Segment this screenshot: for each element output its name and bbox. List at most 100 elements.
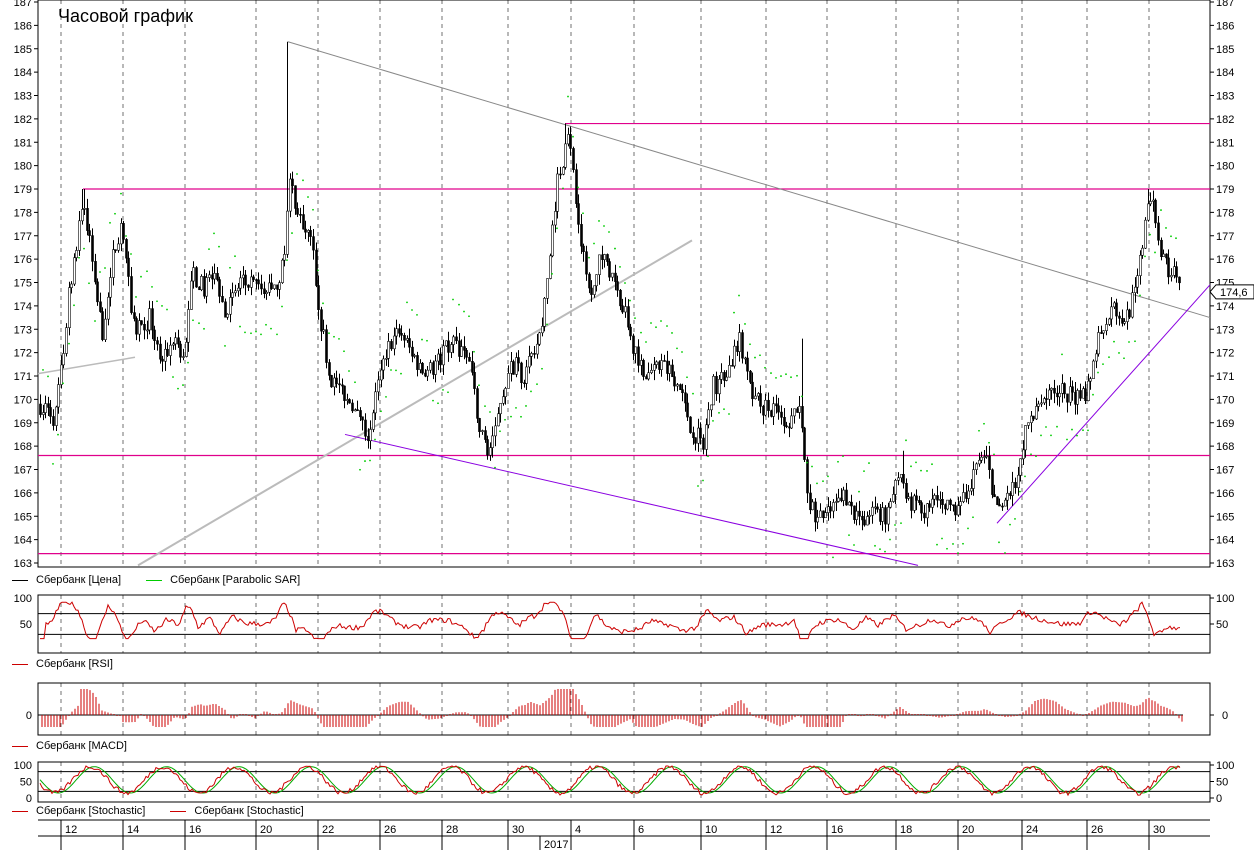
sar-dot	[73, 304, 75, 307]
candle-body	[668, 364, 671, 374]
candle-body	[1113, 302, 1116, 308]
candle-body	[380, 369, 383, 381]
candle-body	[819, 510, 822, 518]
candle-body	[606, 254, 609, 262]
sar-dot	[541, 367, 543, 370]
candle-body	[543, 298, 546, 327]
candle-body	[515, 357, 518, 375]
candle-body	[728, 365, 731, 378]
y-tick-label-left: 168	[14, 441, 32, 453]
candle-body	[369, 429, 372, 442]
sar-dot	[432, 399, 434, 402]
sar-dot	[156, 300, 158, 303]
sar-dot	[442, 388, 444, 391]
sar-dot	[593, 242, 595, 245]
candle-body	[140, 320, 143, 325]
candle-body	[985, 455, 988, 458]
candle-body	[1066, 393, 1069, 403]
candle-body	[328, 362, 331, 376]
sar-dot	[192, 319, 194, 322]
candle-body	[905, 482, 908, 499]
sar-dot	[900, 522, 902, 524]
y-tick-label-right: 170	[1216, 394, 1234, 406]
stoch-tick-right: 0	[1216, 793, 1222, 805]
sar-dot	[187, 361, 189, 364]
sar-dot	[692, 392, 694, 395]
sar-dot	[946, 547, 948, 550]
y-tick-label-right: 180	[1216, 161, 1234, 173]
sar-dot	[957, 552, 959, 555]
candle-body	[946, 499, 949, 510]
candle-body	[941, 499, 944, 505]
candle-body	[949, 499, 952, 505]
candle-body	[146, 329, 149, 332]
candle-body	[616, 281, 619, 291]
candle-body	[281, 259, 284, 283]
candle-body	[832, 502, 835, 512]
x-tick-label: 18	[900, 824, 912, 836]
candle-body	[1043, 398, 1046, 404]
candle-body	[359, 410, 362, 418]
sar-dot	[120, 192, 122, 195]
y-tick-label-right: 169	[1216, 418, 1234, 430]
y-tick-label-left: 165	[14, 511, 32, 523]
sar-dot	[411, 309, 413, 311]
sar-dot	[286, 259, 288, 262]
candle-body	[1082, 388, 1085, 399]
candle-body	[1030, 415, 1033, 424]
candle-body	[86, 208, 89, 231]
candle-body	[585, 251, 588, 275]
candle-body	[335, 377, 338, 385]
candle-body	[551, 224, 554, 257]
candle-body	[1178, 276, 1181, 284]
candle-body	[861, 515, 864, 521]
sar-dot	[125, 235, 127, 237]
candle-body	[489, 447, 492, 456]
y-tick-label-right: 172	[1216, 348, 1234, 360]
y-tick-label-right: 167	[1216, 465, 1234, 477]
candle-body	[52, 416, 55, 426]
sar-dot	[354, 381, 356, 384]
sar-dot	[296, 173, 298, 175]
candle-body	[546, 278, 549, 299]
candle-body	[439, 353, 442, 366]
candle-body	[109, 277, 112, 298]
sar-dot	[676, 347, 678, 350]
legend-sar-label: Сбербанк [Parabolic SAR]	[170, 574, 301, 586]
price-candles	[39, 41, 1181, 533]
sar-dot	[1076, 434, 1078, 437]
stoch-tick-left: 50	[20, 777, 32, 789]
sar-dot	[1092, 393, 1094, 396]
candle-body	[1027, 422, 1030, 426]
candle-body	[803, 427, 806, 460]
y-tick-label-left: 174	[14, 301, 32, 313]
sar-dot	[452, 298, 454, 301]
candle-body	[884, 507, 887, 525]
candle-body	[1170, 275, 1173, 278]
candle-body	[1058, 392, 1061, 398]
candle-body	[624, 306, 627, 313]
sar-dot	[88, 282, 90, 285]
sar-dot	[172, 376, 174, 378]
sar-dot	[250, 332, 252, 335]
candle-body	[824, 512, 827, 519]
candle-body	[918, 500, 921, 503]
legend-stoch-label-1: Сбербанк [Stochastic]	[36, 805, 146, 817]
sar-dot	[395, 369, 397, 372]
price-legend: Сбербанк [Цена] Сбербанк [Parabolic SAR]	[12, 574, 322, 586]
candle-body	[172, 343, 175, 346]
candle-body	[426, 369, 429, 377]
candle-body	[684, 392, 687, 404]
candle-body	[702, 437, 705, 450]
candle-body	[250, 276, 253, 288]
candle-body	[387, 341, 390, 359]
candle-body	[850, 501, 853, 507]
sar-dot	[806, 461, 808, 464]
candle-body	[855, 510, 858, 520]
sar-dot	[224, 345, 226, 347]
sar-dot	[556, 227, 558, 230]
sar-dot	[894, 524, 896, 526]
candle-body	[104, 318, 107, 340]
candle-body	[692, 432, 695, 438]
y-tick-label-right: 166	[1216, 488, 1234, 500]
